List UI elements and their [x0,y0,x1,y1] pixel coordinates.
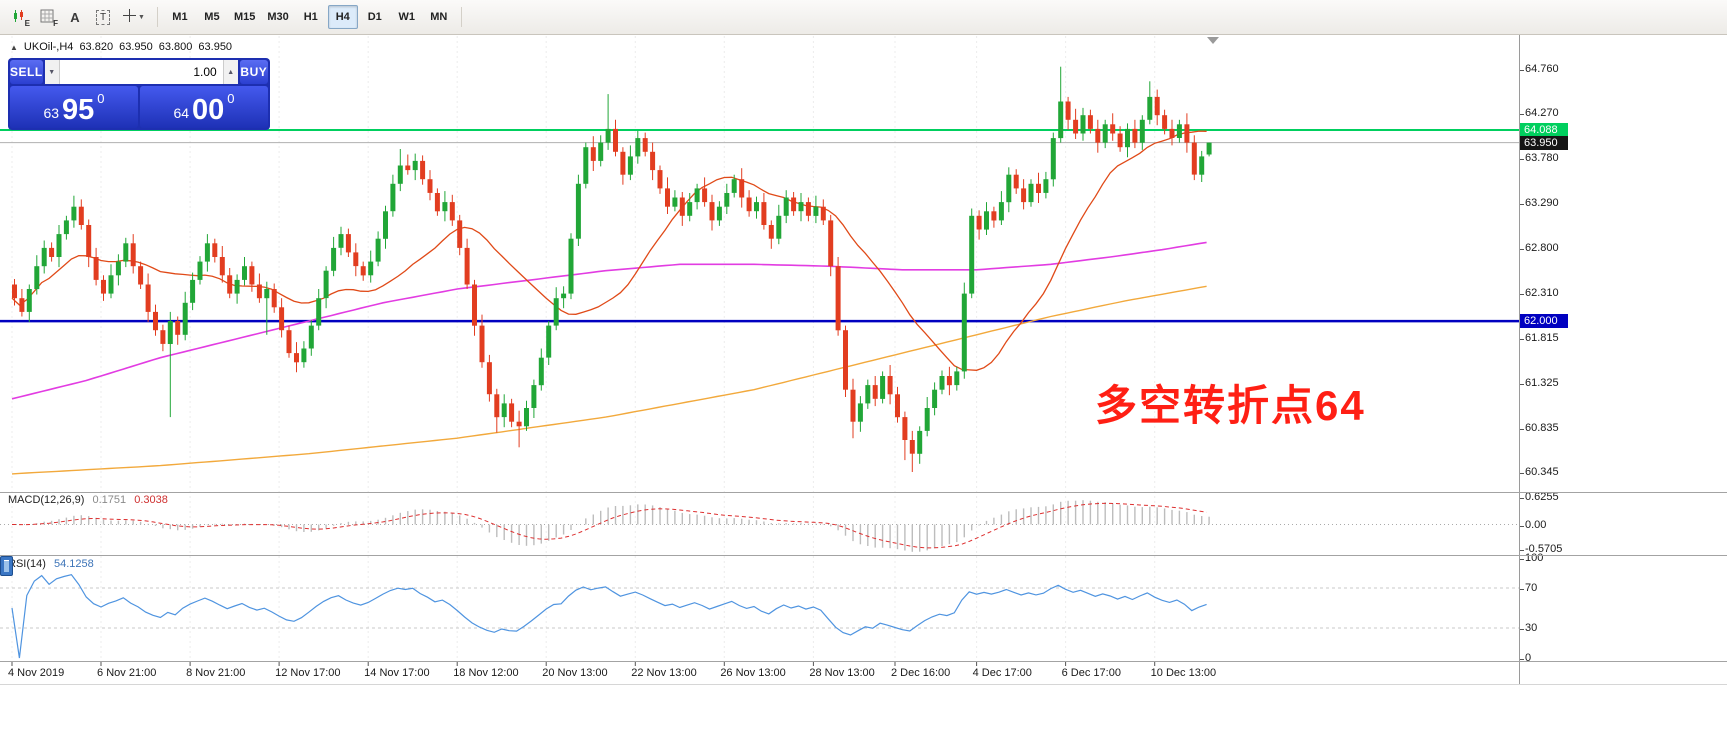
chevron-down-icon: ▼ [138,13,145,21]
time-axis-label: 12 Nov 17:00 [275,667,341,679]
candlestick-icon [12,9,26,26]
axis-divider [0,661,1727,662]
bottom-divider [0,684,1727,685]
timeframe-mn[interactable]: MN [430,11,448,23]
volume-decrease-button[interactable]: ▼ [44,60,60,84]
macd-panel-divider[interactable] [0,492,1727,493]
crosshair-icon [123,9,136,25]
rsi-header: RSI(14) 54.1258 [8,558,94,570]
timeframe-m5[interactable]: M5 [204,11,220,23]
price-axis-label: 61.325 [1520,376,1559,389]
price-axis-label: 62.800 [1520,241,1559,254]
chart-annotation-text: 多空转折点64 [1095,382,1366,429]
timeframe-h4[interactable]: H4 [327,5,358,29]
bid-pipette: 0 [97,91,105,106]
bid-price-display[interactable]: 63 95 0 [10,86,138,128]
time-axis-label: 4 Nov 2019 [8,667,65,679]
sell-button[interactable]: SELL [10,60,43,84]
timeframe-bar: M1 M5 M15 M30 H1 H4 D1 W1 MN [165,5,454,29]
price-axis-label: 64.270 [1520,107,1559,120]
macd-axis-label: -0.5705 [1519,543,1563,556]
symbol-ohlc-header: ▲ UKOil-,H4 63.820 63.950 63.800 63.950 [10,41,232,53]
time-axis-label: 18 Nov 12:00 [453,667,519,679]
timeframe-m15[interactable]: M15 [233,11,256,23]
timeframe-h1[interactable]: H1 [303,11,318,23]
price-axis-label: 60.345 [1520,466,1559,479]
macd-title: MACD(12,26,9) [8,494,85,506]
candlestick-tool-button[interactable]: E [6,5,32,29]
time-axis-label: 10 Dec 13:00 [1150,667,1217,679]
high-value: 63.950 [119,41,153,53]
price-axis-label: 62.310 [1520,286,1559,299]
dock-icon[interactable] [0,556,13,576]
macd-axis-label: 0.6255 [1520,491,1559,504]
price-axis-label: 64.760 [1520,62,1559,75]
bid-price-badge: 63.950 [1520,135,1568,150]
timeframe-w1[interactable]: W1 [398,11,416,23]
rsi-axis-label: 30 [1519,622,1538,634]
toolbar-separator [460,7,462,27]
macd-axis-label: 0.00 [1519,518,1547,531]
tool-sub-label: E [24,19,30,28]
volume-increase-button[interactable]: ▲ [222,60,238,84]
price-line-badge: 62.000 [1520,314,1568,329]
time-axis[interactable]: 4 Nov 2019 6 Nov 21:00 8 Nov 21:00 12 Nov 1… [0,662,1519,684]
rsi-title: RSI(14) [8,558,46,570]
price-line-badge: 64.088 [1520,123,1568,137]
macd-signal-value: 0.3038 [134,494,168,506]
low-value: 63.800 [158,41,193,53]
macd-header: MACD(12,26,9) 0.1751 0.3038 [8,494,168,506]
volume-box: ▼ ▲ [44,60,238,84]
text-tool-icon: A [70,9,80,25]
close-value: 63.950 [198,41,233,53]
ask-price-display[interactable]: 64 00 0 [140,86,268,128]
one-click-collapse-arrow[interactable]: ▲ [10,42,18,52]
one-click-trading-panel: SELL ▼ ▲ BUY 63 95 0 64 00 0 [8,58,270,130]
time-axis-label: 20 Nov 13:00 [542,667,608,679]
timeframe-m1[interactable]: M1 [172,11,188,23]
volume-input[interactable] [59,60,223,84]
bid-pips: 95 [62,94,95,127]
time-axis-label: 8 Nov 21:00 [186,667,246,679]
time-axis-label: 14 Nov 17:00 [364,667,430,679]
ask-pips: 00 [192,94,225,127]
price-axis-label: 60.835 [1520,421,1559,434]
grid-tool-button[interactable]: F [34,5,60,29]
grid-icon [40,9,54,26]
toolbar-separator [156,7,158,27]
buy-button[interactable]: BUY [239,60,268,84]
timeframe-m30[interactable]: M30 [267,11,289,23]
rsi-axis-label: 0 [1519,652,1532,664]
rsi-value: 54.1258 [53,558,94,570]
open-value: 63.820 [79,41,114,53]
price-axis-label: 63.780 [1520,152,1559,165]
crosshair-tool-button[interactable]: ▼ [118,5,150,29]
textbox-tool-button[interactable]: T [90,5,116,29]
toolbar: E F A T ▼ M1 M5 M15 M30 H1 H4 D1 W1 MN [0,0,1727,35]
textbox-tool-icon: T [95,9,111,25]
timeframe-d1[interactable]: D1 [367,11,382,23]
tool-sub-label: F [53,19,58,28]
time-axis-label: 28 Nov 13:00 [809,667,875,679]
rsi-axis-label: 100 [1519,552,1544,564]
price-axis[interactable]: 64.760 64.270 63.780 63.290 62.800 62.310 61.8… [1519,35,1727,684]
price-axis-label: 63.290 [1520,197,1559,210]
text-tool-button[interactable]: A [62,5,88,29]
time-axis-label: 26 Nov 13:00 [720,667,786,679]
chart-shift-marker[interactable] [1207,37,1219,44]
time-axis-label: 2 Dec 16:00 [890,667,951,679]
price-axis-label: 61.815 [1520,331,1559,344]
time-axis-label: 6 Dec 17:00 [1061,667,1121,679]
ask-pipette: 0 [227,91,235,106]
ask-big-figure: 64 [173,105,190,121]
time-axis-label: 4 Dec 17:00 [972,667,1032,679]
time-axis-label: 6 Nov 21:00 [97,667,157,679]
macd-main-value: 0.1751 [92,494,127,506]
time-axis-label: 22 Nov 13:00 [631,667,697,679]
rsi-panel-divider[interactable] [0,555,1727,556]
symbol-timeframe-label: UKOil-,H4 [23,41,74,53]
bid-big-figure: 63 [43,105,60,121]
rsi-axis-label: 70 [1519,582,1538,594]
